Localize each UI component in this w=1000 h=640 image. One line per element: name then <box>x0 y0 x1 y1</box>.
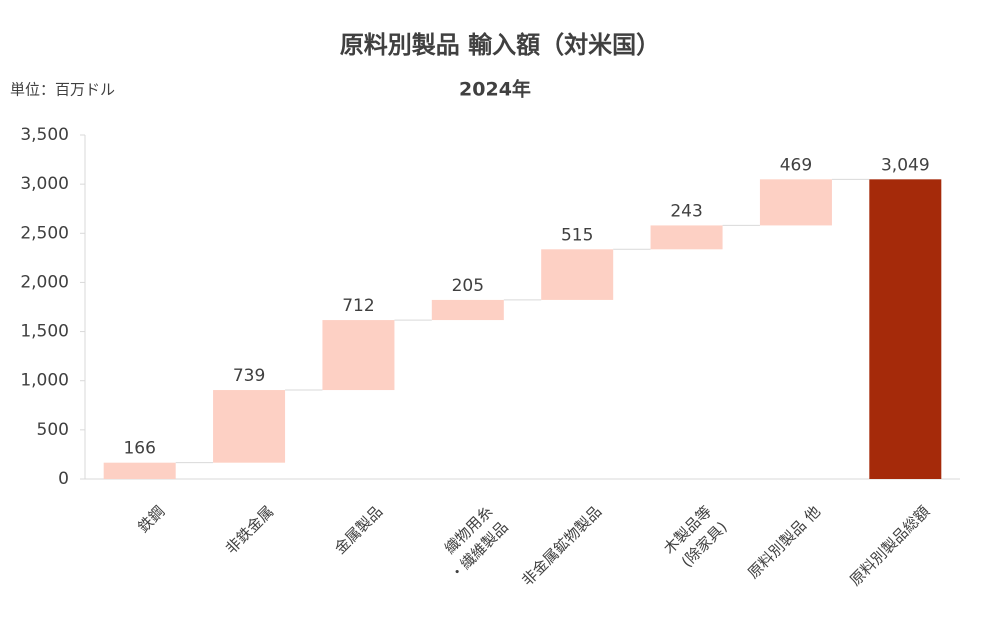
bar <box>759 179 832 226</box>
bar <box>213 390 286 463</box>
bar <box>869 179 942 480</box>
y-tick-label: 3,000 <box>20 174 69 194</box>
chart-title: 原料別製品 輸入額（対米国） <box>340 31 660 59</box>
value-label: 739 <box>233 366 265 386</box>
unit-note: 単位：百万ドル <box>10 81 115 99</box>
y-tick-label: 1,500 <box>20 322 69 342</box>
bar <box>322 320 395 391</box>
y-tick-label: 0 <box>58 469 69 489</box>
y-tick-label: 2,500 <box>20 223 69 243</box>
value-label: 243 <box>670 201 702 221</box>
bar <box>431 299 504 321</box>
value-label: 469 <box>780 155 812 175</box>
y-tick-label: 500 <box>37 420 69 440</box>
y-tick-label: 2,000 <box>20 272 69 292</box>
value-label: 515 <box>561 225 593 245</box>
bar <box>103 462 176 479</box>
y-tick-label: 1,000 <box>20 371 69 391</box>
bar <box>650 225 723 250</box>
y-tick-label: 3,500 <box>20 125 69 145</box>
bar <box>541 249 614 300</box>
value-label: 166 <box>123 439 155 459</box>
chart-subtitle: 2024年 <box>459 78 531 101</box>
value-label: 3,049 <box>881 155 930 175</box>
value-label: 205 <box>452 276 484 296</box>
value-label: 712 <box>342 296 374 316</box>
